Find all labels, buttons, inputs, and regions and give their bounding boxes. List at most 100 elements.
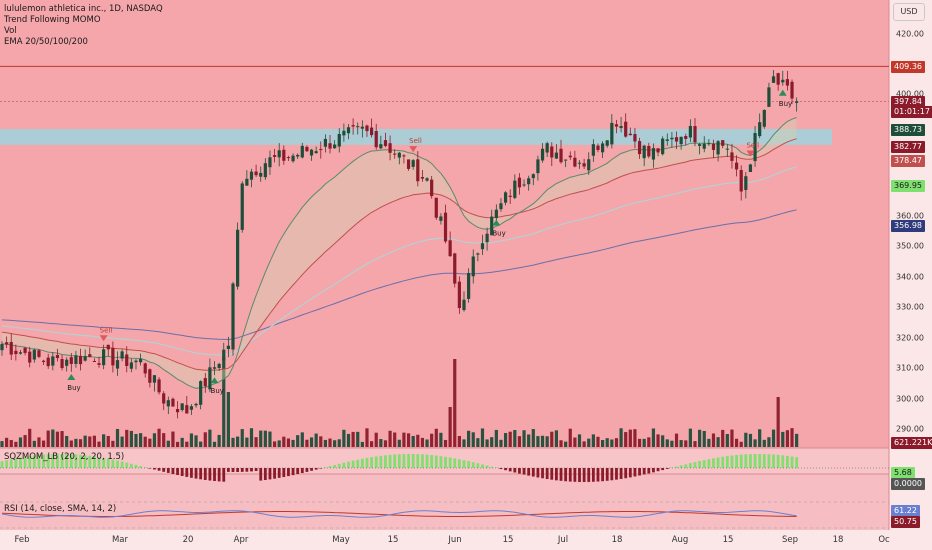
ema200-price-tag: 356.98 bbox=[891, 220, 925, 232]
squeeze-bar bbox=[550, 468, 554, 480]
candle-body bbox=[651, 148, 656, 160]
candle-body bbox=[670, 137, 674, 140]
candle-body bbox=[610, 122, 614, 145]
candle-body bbox=[185, 405, 189, 414]
squeeze-bar bbox=[254, 468, 258, 472]
volume-bar bbox=[721, 429, 725, 447]
price-tick: 290.00 bbox=[896, 424, 924, 434]
squeeze-zero-tag: 0.0000 bbox=[891, 478, 925, 490]
price-axis[interactable] bbox=[889, 0, 932, 530]
volume-bar bbox=[217, 434, 221, 447]
volume-bar bbox=[508, 431, 512, 447]
volume-bar bbox=[360, 441, 364, 447]
volume-bar bbox=[83, 435, 87, 447]
indicator-label-vol[interactable]: Vol bbox=[4, 26, 17, 36]
candle-body bbox=[46, 357, 50, 367]
volume-bar bbox=[328, 438, 332, 447]
candle-body bbox=[517, 177, 522, 188]
candle-body bbox=[37, 350, 41, 357]
time-tick: 18 bbox=[611, 535, 623, 545]
volume-bar bbox=[291, 439, 295, 447]
squeeze-bar bbox=[559, 468, 563, 481]
squeeze-bar bbox=[772, 454, 775, 468]
volume-bar bbox=[397, 439, 401, 447]
price-tick: 340.00 bbox=[896, 272, 924, 282]
candle-body bbox=[69, 357, 73, 364]
indicator-label-ema[interactable]: EMA 20/50/100/200 bbox=[4, 37, 88, 47]
time-tick: 15 bbox=[387, 535, 399, 545]
time-tick: Jul bbox=[557, 535, 569, 545]
candle-body bbox=[115, 360, 120, 369]
candle-body bbox=[605, 140, 609, 146]
candle-body bbox=[767, 87, 771, 107]
candle-body bbox=[356, 126, 360, 128]
volume-bar bbox=[430, 433, 434, 447]
currency-button[interactable]: USD bbox=[893, 3, 925, 21]
candle-body bbox=[305, 146, 309, 152]
volume-bar bbox=[795, 433, 799, 447]
squeeze-bar bbox=[139, 466, 142, 468]
squeeze-bar bbox=[324, 467, 327, 468]
symbol-title[interactable]: lululemon athletica inc., 1D, NASDAQ bbox=[4, 4, 163, 14]
squeeze-bar bbox=[725, 456, 729, 468]
volume-bar bbox=[222, 357, 226, 447]
bar-countdown-tag: 01:01:17 bbox=[891, 106, 932, 118]
squeeze-bar bbox=[596, 468, 600, 482]
time-axis[interactable] bbox=[0, 530, 932, 550]
candle-body bbox=[259, 172, 263, 177]
candle-body bbox=[379, 144, 383, 149]
candle-body bbox=[406, 159, 411, 169]
squeeze-bar bbox=[351, 460, 355, 468]
squeeze-bar bbox=[379, 455, 383, 468]
time-tick: Jun bbox=[448, 535, 462, 545]
squeeze-bar bbox=[735, 455, 738, 468]
volume-bar bbox=[614, 438, 619, 447]
last-price-tag: 397.84 bbox=[891, 96, 925, 108]
candle-body bbox=[508, 195, 512, 197]
buy-signal-marker bbox=[778, 89, 787, 96]
candle-body bbox=[65, 359, 69, 366]
squeeze-bar bbox=[555, 468, 558, 481]
buy-signal-label: Buy bbox=[67, 384, 80, 392]
volume-bar bbox=[14, 441, 18, 447]
volume-bar bbox=[536, 436, 540, 447]
volume-bar bbox=[462, 439, 466, 447]
volume-bar bbox=[37, 437, 41, 447]
volume-bar bbox=[527, 434, 531, 447]
squeeze-bar bbox=[14, 458, 18, 468]
time-tick: Oc bbox=[878, 535, 890, 545]
squeeze-bar bbox=[541, 468, 544, 479]
volume-bar bbox=[402, 432, 406, 447]
support-zone bbox=[0, 129, 832, 145]
candle-body bbox=[125, 354, 129, 366]
candle-body bbox=[577, 162, 582, 164]
squeeze-bar bbox=[120, 461, 124, 468]
volume-bar bbox=[365, 428, 369, 447]
candle-body bbox=[665, 139, 669, 141]
volume-bar bbox=[420, 437, 425, 447]
ema100-price-tag: 369.95 bbox=[891, 180, 925, 192]
squeeze-bar bbox=[190, 468, 193, 478]
candle-body bbox=[97, 363, 101, 365]
candle-body bbox=[536, 159, 540, 174]
volume-bar bbox=[333, 440, 337, 447]
volume-bar bbox=[647, 437, 651, 447]
squeeze-label[interactable]: SQZMOM_LB (20, 2, 20, 1.5) bbox=[4, 452, 125, 462]
candle-body bbox=[430, 179, 434, 197]
volume-bar bbox=[734, 438, 739, 447]
candle-body bbox=[614, 124, 619, 127]
zone-price-tag: 388.73 bbox=[891, 124, 925, 136]
volume-bar bbox=[346, 433, 351, 447]
volume-bar bbox=[388, 430, 392, 447]
squeeze-bar bbox=[291, 468, 295, 476]
volume-bar bbox=[208, 429, 212, 447]
candle-body bbox=[309, 149, 314, 156]
squeeze-bar bbox=[721, 456, 725, 468]
indicator-label-momo[interactable]: Trend Following MOMO bbox=[4, 15, 101, 25]
volume-bar bbox=[674, 433, 679, 447]
candle-body bbox=[462, 299, 466, 311]
rsi-label[interactable]: RSI (14, close, SMA, 14, 2) bbox=[4, 504, 117, 514]
candle-body bbox=[730, 152, 734, 161]
candle-body bbox=[711, 143, 716, 150]
